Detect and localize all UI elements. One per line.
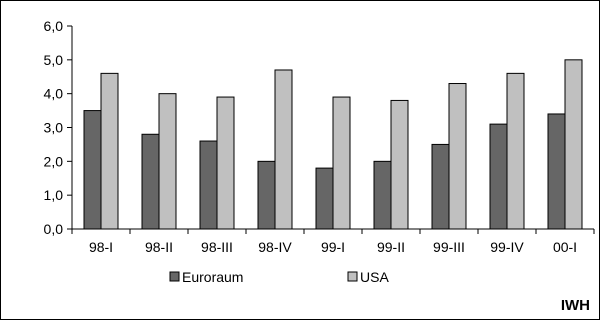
bar-usa-00-I <box>564 59 583 230</box>
bar-euroraum-98-I <box>83 110 102 230</box>
legend-label-usa: USA <box>360 269 389 285</box>
bar-usa-99-I <box>332 96 351 230</box>
bar-euroraum-99-II <box>373 160 392 230</box>
x-tick-label: 00-I <box>553 239 577 255</box>
x-tick-label: 98-I <box>89 239 113 255</box>
bar-usa-99-III <box>448 83 467 230</box>
bar-usa-98-IV <box>274 69 293 230</box>
bars-group <box>83 59 583 230</box>
y-tick-label: 5,0 <box>44 52 64 68</box>
x-tick-label: 98-III <box>201 239 233 255</box>
bar-euroraum-98-IV <box>257 160 276 230</box>
y-tick-label: 6,0 <box>44 18 64 34</box>
bar-usa-99-IV <box>506 72 525 230</box>
x-tick-label: 99-I <box>321 239 345 255</box>
bar-usa-98-III <box>216 96 235 230</box>
bar-usa-98-II <box>158 93 177 230</box>
y-tick-label: 0,0 <box>44 221 64 237</box>
bar-usa-98-I <box>100 72 119 230</box>
y-tick-label: 4,0 <box>44 86 64 102</box>
legend-swatch-usa <box>347 271 358 282</box>
bar-euroraum-99-I <box>315 167 334 230</box>
bar-euroraum-99-III <box>431 143 450 230</box>
y-tick-label: 1,0 <box>44 187 64 203</box>
bar-euroraum-98-III <box>199 140 218 230</box>
legend: Euroraum USA <box>169 269 389 285</box>
x-tick-label: 98-II <box>145 239 173 255</box>
y-axis: 0,0 1,0 2,0 3,0 4,0 5,0 6,0 <box>44 18 73 237</box>
bar-usa-99-II <box>390 99 409 230</box>
legend-swatch-euroraum <box>169 271 180 282</box>
bar-euroraum-98-II <box>141 133 160 230</box>
bar-euroraum-00-I <box>547 113 566 230</box>
x-tick-label: 99-IV <box>490 239 524 255</box>
x-tick-label: 98-IV <box>258 239 292 255</box>
source-label: IWH <box>561 297 590 314</box>
y-tick-label: 2,0 <box>44 153 64 169</box>
y-tick-label: 3,0 <box>44 120 64 136</box>
x-tick-label: 99-III <box>433 239 465 255</box>
bar-euroraum-99-IV <box>489 123 508 230</box>
legend-label-euroraum: Euroraum <box>182 269 243 285</box>
x-tick-label: 99-II <box>377 239 405 255</box>
